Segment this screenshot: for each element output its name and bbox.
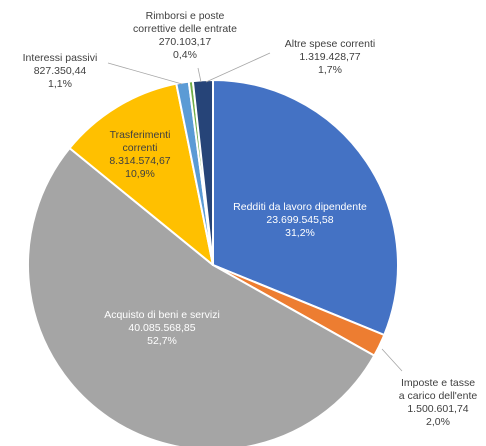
slice-percent-label: 52,7% bbox=[147, 335, 177, 347]
leader-line bbox=[107, 62, 183, 85]
pie-slice bbox=[68, 82, 214, 266]
slice-category-label: Rimborsi e poste bbox=[146, 10, 225, 22]
data-label: Interessi passivi 827.350,44 1,1% bbox=[23, 52, 98, 90]
data-label: Acquisto di beni e servizi 40.085.568,85 5… bbox=[104, 309, 220, 347]
slice-category-label: Imposte e tasse bbox=[401, 377, 475, 389]
data-label: Imposte e tasse a carico dell'ente 1.500.6… bbox=[399, 377, 478, 428]
slice-category-label: Altre spese correnti bbox=[285, 38, 375, 50]
slice-category-label: Interessi passivi bbox=[23, 52, 98, 64]
slice-percent-label: 1,7% bbox=[318, 64, 342, 76]
slice-percent-label: 31,2% bbox=[285, 227, 315, 239]
leader-line bbox=[381, 348, 403, 372]
data-label: Rimborsi e poste correttive delle entrate… bbox=[133, 10, 237, 61]
leader-line bbox=[197, 67, 202, 83]
slice-value-label: 827.350,44 bbox=[34, 65, 87, 77]
slice-percent-label: 0,4% bbox=[173, 49, 197, 61]
data-label: Trasferimenti correnti 8.314.574,67 10,9% bbox=[109, 129, 170, 180]
slice-value-label: 23.699.545,58 bbox=[266, 214, 333, 226]
slice-value-label: 270.103,17 bbox=[159, 36, 212, 48]
pie-slice bbox=[27, 147, 376, 446]
slice-category-label: Trasferimenti bbox=[110, 129, 171, 141]
slice-value-label: 1.319.428,77 bbox=[299, 51, 360, 63]
leader-line bbox=[205, 52, 271, 83]
slice-percent-label: 2,0% bbox=[426, 416, 450, 428]
slice-category-label: Redditi da lavoro dipendente bbox=[233, 201, 367, 213]
data-labels: Redditi da lavoro dipendente 23.699.545,5… bbox=[23, 10, 478, 428]
pie-slice bbox=[212, 79, 399, 337]
pie-slices bbox=[27, 79, 399, 446]
slice-value-label: 1.500.601,74 bbox=[407, 403, 468, 415]
slice-category-label: correnti bbox=[122, 142, 157, 154]
data-label: Altre spese correnti 1.319.428,77 1,7% bbox=[285, 38, 375, 76]
slice-value-label: 40.085.568,85 bbox=[128, 322, 195, 334]
pie-slice bbox=[191, 79, 214, 266]
slice-category-label: Acquisto di beni e servizi bbox=[104, 309, 220, 321]
data-label: Redditi da lavoro dipendente 23.699.545,5… bbox=[233, 201, 367, 239]
slice-value-label: 8.314.574,67 bbox=[109, 155, 170, 167]
slice-percent-label: 1,1% bbox=[48, 78, 72, 90]
leader-lines bbox=[107, 52, 403, 372]
slice-percent-label: 10,9% bbox=[125, 168, 155, 180]
slice-category-label: correttive delle entrate bbox=[133, 23, 237, 35]
slice-category-label: a carico dell'ente bbox=[399, 390, 478, 402]
